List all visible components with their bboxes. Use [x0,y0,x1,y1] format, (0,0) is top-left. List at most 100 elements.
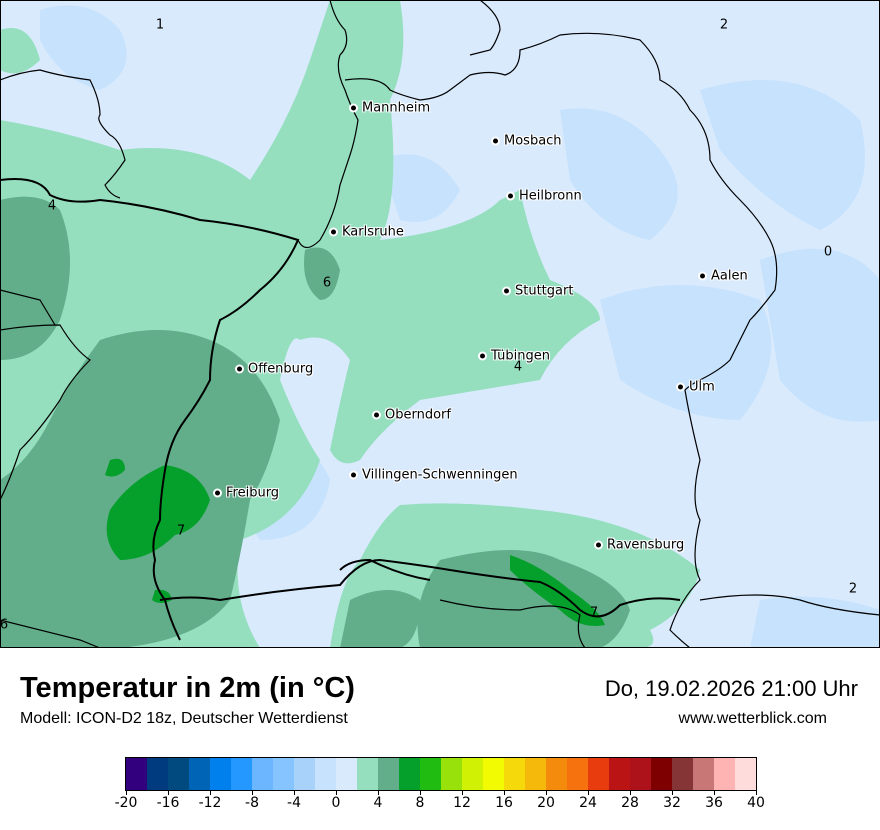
city-dot-icon [331,229,336,235]
tick-mark [546,790,547,795]
tick-label: 12 [453,795,471,811]
tick-mark [210,790,211,795]
website-link[interactable]: www.wetterblick.com [678,710,827,727]
city-dot-icon [504,288,509,294]
city-label: Mosbach [504,133,562,149]
city-marker: Oberndorf [374,408,451,423]
colorbar-segment [483,758,504,790]
colorbar-segment [189,758,210,790]
city-marker: Offenburg [237,362,313,377]
temperature-colorbar [125,757,757,791]
temperature-map[interactable]: Mannheim Mosbach Heilbronn Karlsruhe Stuttga… [0,0,880,648]
colorbar-segment [315,758,336,790]
city-marker: Aalen [700,269,748,284]
city-dot-icon [480,353,485,359]
city-dot-icon [493,138,498,144]
colorbar-segment [630,758,651,790]
city-dot-icon [374,412,379,418]
colorbar-segment [399,758,420,790]
isotherm-label: 0 [823,244,833,260]
city-marker: Tübingen [480,349,550,364]
isotherm-label: 4 [47,198,57,214]
isotherm-label: 6 [322,275,332,291]
page-title: Temperatur in 2m (in °C) [20,672,355,704]
tick-label: 0 [331,795,341,811]
tick-mark [126,790,127,795]
tick-mark [336,790,337,795]
colorbar-segment [420,758,441,790]
city-label: Villingen-Schwenningen [362,467,518,483]
city-marker: Heilbronn [508,189,582,204]
tick-mark [714,790,715,795]
city-label: Tübingen [491,348,550,364]
tick-label: 8 [415,795,425,811]
city-label: Karlsruhe [342,224,404,240]
tick-label: -8 [245,795,259,811]
city-label: Oberndorf [385,407,451,423]
colorbar-segment [588,758,609,790]
colorbar-segment [567,758,588,790]
colorbar-segment [609,758,630,790]
tick-label: 16 [495,795,513,811]
colorbar-segment [336,758,357,790]
tick-mark [252,790,253,795]
colorbar-segment [441,758,462,790]
footer: Temperatur in 2m (in °C) Modell: ICON-D2… [0,648,880,830]
tick-label: 28 [621,795,639,811]
city-dot-icon [351,472,356,478]
colorbar-segment [546,758,567,790]
city-dot-icon [237,366,242,372]
city-label: Freiburg [226,485,280,501]
city-marker: Freiburg [215,486,279,501]
tick-label: -12 [198,795,222,811]
colorbar-segment [357,758,378,790]
colorbar-segment [378,758,399,790]
city-label: Offenburg [248,361,314,377]
tick-mark [294,790,295,795]
city-marker: Stuttgart [504,284,573,299]
tick-mark [630,790,631,795]
isotherm-label: 2 [848,581,858,597]
tick-mark [420,790,421,795]
city-label: Heilbronn [519,188,582,204]
tick-mark [756,790,757,795]
map-fields [0,0,880,648]
colorbar-segment [210,758,231,790]
colorbar-segment [273,758,294,790]
model-subtitle: Modell: ICON-D2 18z, Deutscher Wetterdie… [20,710,348,727]
colorbar-segment [126,758,147,790]
city-label: Mannheim [362,100,431,116]
city-marker: Mosbach [493,134,562,149]
tick-label: 36 [705,795,723,811]
tick-label: 40 [747,795,765,811]
colorbar-segment [462,758,483,790]
city-dot-icon [700,273,705,279]
city-label: Ulm [689,379,715,395]
tick-mark [504,790,505,795]
city-marker: Ravensburg [596,538,684,553]
tick-label: 24 [579,795,597,811]
colorbar-segment [252,758,273,790]
city-label: Aalen [711,268,748,284]
colorbar-segment [651,758,672,790]
city-dot-icon [508,193,513,199]
colorbar-segment [147,758,168,790]
colorbar-ticks: -20 -16 -12 -8 -4 0 4 8 12 16 20 24 28 32 36 40 [115,790,765,820]
tick-label: -16 [156,795,180,811]
isotherm-label: 6 [0,617,9,633]
city-marker: Karlsruhe [331,225,404,240]
city-dot-icon [596,542,601,548]
tick-mark [168,790,169,795]
city-dot-icon [351,105,356,111]
isotherm-label: 7 [589,605,599,621]
colorbar-segment [735,758,756,790]
city-label: Stuttgart [515,283,574,299]
colorbar-segment [525,758,546,790]
colorbar-segment [294,758,315,790]
tick-mark [672,790,673,795]
tick-label: -20 [114,795,138,811]
forecast-datetime: Do, 19.02.2026 21:00 Uhr [604,676,858,701]
tick-label: 20 [537,795,555,811]
city-dot-icon [678,384,683,390]
colorbar-segment [693,758,714,790]
